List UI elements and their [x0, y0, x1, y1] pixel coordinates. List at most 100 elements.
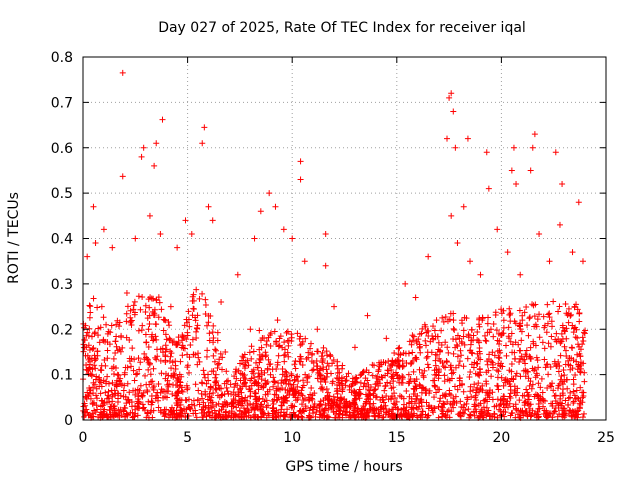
- data-point: [297, 408, 304, 415]
- data-point: [167, 348, 174, 355]
- data-point: [351, 344, 358, 351]
- data-point: [406, 400, 413, 407]
- data-point: [553, 363, 560, 370]
- data-point: [548, 318, 555, 325]
- data-point: [525, 396, 532, 403]
- data-point: [166, 322, 173, 329]
- data-point: [236, 407, 243, 414]
- data-point: [140, 144, 147, 151]
- data-point: [569, 365, 576, 372]
- data-point: [222, 413, 229, 420]
- data-point: [351, 399, 358, 406]
- data-point: [309, 367, 316, 374]
- data-point: [307, 340, 314, 347]
- data-point: [86, 314, 93, 321]
- data-point: [314, 375, 321, 382]
- data-point: [336, 410, 343, 417]
- data-point: [282, 386, 289, 393]
- data-point: [155, 404, 162, 411]
- data-point: [327, 353, 334, 360]
- data-point: [410, 391, 417, 398]
- data-point: [329, 360, 336, 367]
- data-point: [240, 374, 247, 381]
- data-point: [527, 167, 534, 174]
- data-point: [90, 345, 97, 352]
- data-point: [195, 387, 202, 394]
- data-point: [148, 407, 155, 414]
- data-point: [248, 355, 255, 362]
- data-point: [200, 399, 207, 406]
- data-point: [431, 367, 438, 374]
- data-point: [544, 301, 551, 308]
- data-point: [521, 392, 528, 399]
- data-point: [147, 371, 154, 378]
- data-point: [511, 389, 518, 396]
- data-point: [323, 386, 330, 393]
- data-point: [475, 337, 482, 344]
- data-point: [174, 382, 181, 389]
- data-point: [179, 388, 186, 395]
- data-point: [126, 389, 133, 396]
- data-point: [580, 410, 587, 417]
- data-point: [388, 385, 395, 392]
- data-point: [444, 344, 451, 351]
- data-point: [84, 329, 91, 336]
- data-point: [94, 352, 101, 359]
- data-point: [310, 366, 317, 373]
- data-point: [263, 341, 270, 348]
- data-point: [81, 336, 88, 343]
- data-point: [87, 303, 94, 310]
- data-point: [305, 373, 312, 380]
- data-point: [360, 403, 367, 410]
- data-point: [379, 374, 386, 381]
- data-point: [526, 382, 533, 389]
- data-point: [231, 410, 238, 417]
- data-point: [484, 361, 491, 368]
- data-point: [264, 388, 271, 395]
- data-point: [108, 387, 115, 394]
- data-point: [439, 413, 446, 420]
- data-point: [134, 386, 141, 393]
- data-point: [174, 340, 181, 347]
- data-point: [153, 296, 160, 303]
- data-point: [488, 373, 495, 380]
- data-point: [452, 364, 459, 371]
- data-point: [189, 336, 196, 343]
- data-point: [456, 335, 463, 342]
- data-point: [206, 412, 213, 419]
- data-point: [114, 317, 121, 324]
- data-point: [570, 376, 577, 383]
- data-point: [547, 382, 554, 389]
- data-point: [511, 355, 518, 362]
- data-point: [392, 404, 399, 411]
- data-point: [216, 385, 223, 392]
- data-point: [550, 387, 557, 394]
- data-point: [561, 372, 568, 379]
- data-point: [162, 357, 169, 364]
- data-point: [445, 349, 452, 356]
- data-point: [498, 401, 505, 408]
- data-point: [349, 378, 356, 385]
- data-point: [206, 337, 213, 344]
- data-point: [122, 405, 129, 412]
- data-point: [433, 389, 440, 396]
- data-point: [576, 318, 583, 325]
- data-point: [523, 386, 530, 393]
- data-point: [389, 413, 396, 420]
- data-point: [545, 311, 552, 318]
- data-point: [534, 357, 541, 364]
- x-tick-label: 25: [597, 430, 615, 446]
- data-point: [403, 404, 410, 411]
- data-point: [124, 303, 131, 310]
- data-point: [317, 400, 324, 407]
- data-point: [451, 383, 458, 390]
- data-point: [477, 271, 484, 278]
- data-point: [256, 327, 263, 334]
- data-point: [463, 315, 470, 322]
- data-point: [317, 411, 324, 418]
- data-point: [90, 390, 97, 397]
- data-point: [356, 395, 363, 402]
- data-point: [504, 398, 511, 405]
- data-point: [534, 316, 541, 323]
- data-point: [406, 393, 413, 400]
